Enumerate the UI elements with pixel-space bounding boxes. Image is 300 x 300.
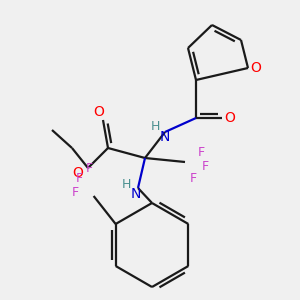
Text: F: F bbox=[72, 185, 79, 199]
Text: N: N bbox=[131, 187, 141, 201]
Text: H: H bbox=[150, 121, 160, 134]
Text: F: F bbox=[76, 172, 83, 184]
Text: O: O bbox=[94, 105, 104, 119]
Text: O: O bbox=[73, 166, 83, 180]
Text: F: F bbox=[189, 172, 197, 184]
Text: F: F bbox=[201, 160, 208, 172]
Text: N: N bbox=[160, 130, 170, 144]
Text: F: F bbox=[86, 161, 93, 175]
Text: O: O bbox=[250, 61, 261, 75]
Text: H: H bbox=[121, 178, 131, 191]
Text: F: F bbox=[197, 146, 205, 158]
Text: O: O bbox=[225, 111, 236, 125]
